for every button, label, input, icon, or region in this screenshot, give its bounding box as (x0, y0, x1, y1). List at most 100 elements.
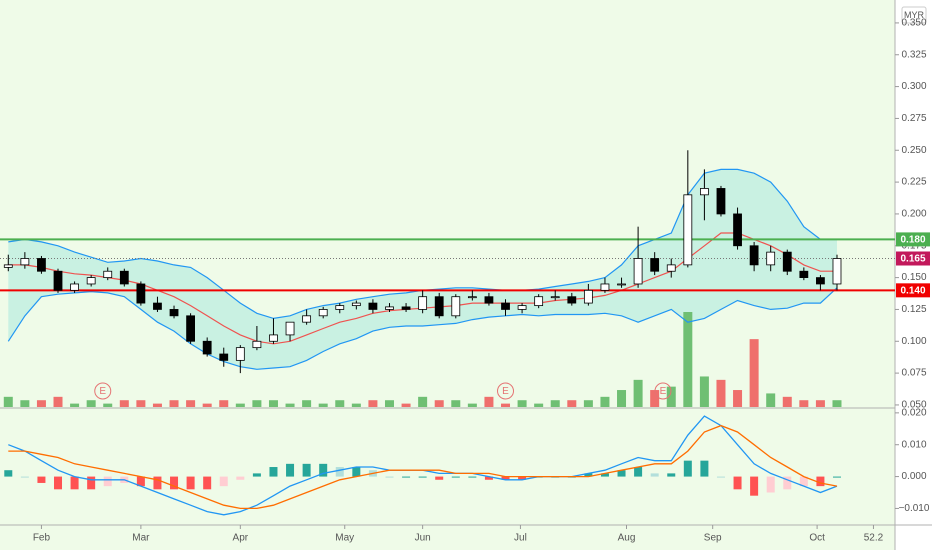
volume-bar (20, 400, 30, 407)
histogram-bar (468, 476, 477, 478)
volume-bar (318, 403, 328, 407)
candle-body (20, 258, 30, 266)
histogram-bar (418, 476, 427, 478)
volume-bar (351, 403, 361, 407)
x-tick-label: May (335, 533, 354, 544)
histogram-bar (600, 473, 609, 477)
histogram-bar (766, 476, 775, 493)
candle-body (683, 194, 693, 266)
earnings-label: E (660, 386, 667, 397)
volume-bar (119, 400, 129, 407)
volume-bar (749, 339, 759, 407)
volume-bar (451, 400, 461, 407)
y-tick-label: 0.150 (901, 272, 926, 283)
volume-bar (36, 400, 46, 407)
histogram-bar (634, 467, 643, 477)
volume-bar (583, 400, 593, 407)
y-tick-label: 0.200 (901, 209, 926, 220)
macd-line (8, 424, 838, 510)
y-tick-label: 0.020 (901, 408, 926, 419)
x-tick-label: Apr (233, 533, 249, 544)
volume-bar (815, 400, 825, 407)
candle-body (318, 309, 328, 317)
histogram-bar (302, 463, 311, 477)
histogram-bar (54, 476, 63, 490)
histogram-bar (136, 476, 145, 487)
volume-bar (268, 400, 278, 407)
volume-bar (517, 400, 527, 407)
histogram-bar (650, 473, 659, 477)
histogram-bar (20, 476, 29, 478)
histogram-bar (700, 460, 709, 477)
band-fill (8, 169, 837, 370)
histogram-bar (484, 476, 493, 480)
candle-body (3, 264, 13, 268)
candle-body (186, 315, 196, 342)
candle-body (103, 270, 113, 279)
y-tick-label: 0.300 (901, 81, 926, 92)
histogram-bar (252, 473, 261, 477)
y-tick-label: 0.250 (901, 145, 926, 156)
volume-bar (501, 403, 511, 407)
candle-body (351, 302, 361, 307)
histogram-bar (236, 476, 245, 480)
histogram-bar (319, 463, 328, 477)
x-tick-label: Oct (809, 533, 825, 544)
earnings-marker (497, 382, 515, 400)
candle-body (666, 264, 676, 272)
candle-body (816, 277, 825, 285)
price-level-label: 0.165 (900, 254, 925, 265)
price-level-label: 0.140 (900, 285, 925, 296)
volume-bar (617, 390, 627, 407)
volume-bar (534, 403, 544, 407)
volume-bar (3, 396, 13, 407)
candle-body (633, 258, 643, 285)
candle-body (86, 277, 96, 285)
volume-bar (666, 386, 676, 407)
histogram-bar (335, 467, 344, 477)
y-tick-label: 0.100 (901, 336, 926, 347)
histogram-bar (286, 463, 295, 477)
volume-bar (384, 400, 394, 407)
candle-body (699, 188, 709, 196)
candle-body (716, 188, 726, 215)
candle-body (467, 296, 477, 299)
candle-body (53, 270, 63, 291)
histogram-bar (832, 476, 841, 478)
candle-body (583, 289, 593, 304)
price-level-badge (896, 251, 930, 266)
histogram-bar (269, 467, 278, 477)
x-tick-label: Jul (514, 533, 527, 544)
y-tick-label: 0.010 (901, 439, 926, 450)
candle-body (169, 309, 179, 317)
histogram-bar (435, 476, 444, 480)
histogram-bar (385, 476, 394, 478)
candle-body (534, 296, 544, 307)
volume-bar (683, 312, 693, 407)
volume-bar (716, 379, 726, 407)
volume-bar (186, 400, 196, 407)
y-tick-label: 0.275 (901, 113, 926, 124)
histogram-bar (733, 476, 742, 490)
volume-bar (733, 390, 743, 407)
histogram-bar (816, 476, 825, 487)
volume-bar (782, 396, 792, 407)
earnings-label: E (502, 386, 509, 397)
x-tick-label: Feb (33, 533, 51, 544)
volume-bar (86, 400, 96, 407)
y-tick-label: −0.010 (899, 503, 930, 514)
candle-body (153, 302, 162, 310)
volume-bar (152, 403, 162, 407)
earnings-marker (654, 382, 672, 400)
volume-bar (285, 403, 295, 407)
volume-bar (202, 403, 212, 407)
candle-body (501, 302, 510, 310)
candle-body (567, 296, 577, 304)
candle-body (235, 347, 245, 361)
histogram-bar (203, 476, 212, 490)
volume-bar (650, 390, 660, 407)
candle-body (799, 270, 809, 279)
candle-body (600, 283, 610, 291)
y-tick-label: 0.075 (901, 368, 926, 379)
